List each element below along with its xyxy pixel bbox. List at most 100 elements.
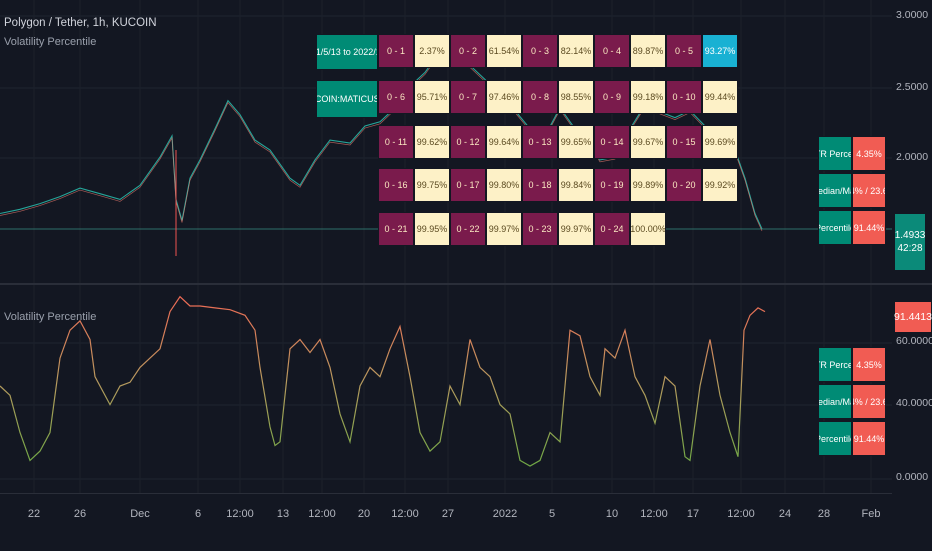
hour-range-label: 0 - 8 [522,80,558,114]
hour-range-value: 99.80% [486,168,522,202]
hour-range-value: 99.95% [414,212,450,246]
indicator-legend-bottom[interactable]: Volatility Percentile [4,311,97,323]
time-tick: 10 [605,508,619,520]
price-tick: 3.0000 [896,9,929,21]
percentile-series [0,295,766,467]
stat-value: 4.35% [852,347,886,382]
hour-range-label: 0 - 21 [378,212,414,246]
hour-range-value: 99.62% [414,125,450,159]
time-tick: Feb [861,508,881,520]
hour-range-label: 0 - 17 [450,168,486,202]
bar-countdown: 42:28 [897,243,923,254]
time-tick: 28 [817,508,831,520]
hour-range-label: 0 - 19 [594,168,630,202]
hour-range-label: 0 - 10 [666,80,702,114]
hour-range-value: 99.89% [630,168,666,202]
time-tick: 12:00 [640,508,668,520]
perc-tick: 0.0000 [896,471,929,483]
time-tick: 24 [778,508,792,520]
time-tick: 26 [73,508,87,520]
stat-value: 4.35% [852,136,886,171]
hour-range-value: 99.64% [486,125,522,159]
hour-range-value: 99.67% [630,125,666,159]
hour-range-label: 0 - 16 [378,168,414,202]
date-range-cell: 2021/5/13 to 2022/1/22 [316,34,378,70]
hour-range-value: 99.18% [630,80,666,114]
time-tick: 6 [194,508,202,520]
time-tick: 27 [441,508,455,520]
hour-range-value: 99.44% [702,80,738,114]
stat-label: Percentile [818,421,852,456]
stat-label: ATR Percent [818,136,852,171]
time-tick: 13 [276,508,290,520]
hour-range-value: 99.75% [414,168,450,202]
stat-label: Median/Max [818,384,852,419]
hour-range-label: 0 - 5 [666,34,702,68]
hour-range-value: 82.14% [558,34,594,68]
time-tick: 12:00 [308,508,336,520]
hour-range-label: 0 - 11 [378,125,414,159]
hour-range-label: 0 - 13 [522,125,558,159]
hour-range-label: 0 - 12 [450,125,486,159]
percentile-badge: 91.4413 [894,302,932,332]
time-tick: Dec [130,508,150,520]
hour-range-label: 0 - 22 [450,212,486,246]
hour-range-label: 0 - 14 [594,125,630,159]
price-tick: 2.5000 [896,81,929,93]
hour-range-label: 0 - 4 [594,34,630,68]
price-chart-pane[interactable]: Polygon / Tether, 1h, KUCOIN Volatility … [0,0,892,283]
time-tick: 22 [27,508,41,520]
hour-range-value: 98.55% [558,80,594,114]
percentile-chart [0,285,892,493]
hour-range-label: 0 - 6 [378,80,414,114]
stat-value: 91.44% [852,210,886,245]
chart-title: Polygon / Tether, 1h, KUCOIN [4,17,157,29]
percentile-pane[interactable]: Volatility Percentile ATR Percent4.35%Me… [0,285,892,493]
time-tick: 2022 [492,508,518,520]
time-tick: 12:00 [727,508,755,520]
hour-range-label: 0 - 3 [522,34,558,68]
stat-label: ATR Percent [818,347,852,382]
stat-label: Percentile [818,210,852,245]
hour-range-value: 95.71% [414,80,450,114]
current-price: 1.4933 [894,230,926,241]
hour-range-value: 97.46% [486,80,522,114]
perc-tick: 40.0000 [896,397,932,409]
time-tick: 12:00 [226,508,254,520]
hour-range-value: 61.54% [486,34,522,68]
hour-range-label: 0 - 2 [450,34,486,68]
hour-range-value: 99.65% [558,125,594,159]
hour-range-label: 0 - 9 [594,80,630,114]
current-price-badge: 1.4933 42:28 [895,214,925,270]
time-axis[interactable]: 22 26 Dec 6 12:00 13 12:00 20 12:00 27 2022 5 10 12:0… [0,493,892,551]
hour-range-value: 2.37% [414,34,450,68]
time-tick: 17 [686,508,700,520]
hour-range-value: 89.87% [630,34,666,68]
hour-range-label: 0 - 1 [378,34,414,68]
hour-range-value: 99.97% [486,212,522,246]
hour-range-label: 0 - 24 [594,212,630,246]
pane-separator[interactable] [0,283,932,285]
hour-range-value: 99.97% [558,212,594,246]
hour-range-value: 99.69% [702,125,738,159]
stat-value: 1.94% / 23.68% [852,173,886,208]
hour-range-value: 100.00% [630,212,666,246]
price-tick: 2.0000 [896,151,929,163]
stat-label: Median/Max [818,173,852,208]
perc-tick: 60.0000 [896,335,932,347]
hour-range-label: 0 - 18 [522,168,558,202]
price-axis[interactable]: 3.0000 2.5000 2.0000 [892,0,932,283]
hour-range-label: 0 - 20 [666,168,702,202]
hour-range-label: 0 - 15 [666,125,702,159]
hour-range-value: 99.92% [702,168,738,202]
hour-range-value: 99.84% [558,168,594,202]
stat-value: 1.94% / 23.68% [852,384,886,419]
indicator-legend-top[interactable]: Volatility Percentile [4,36,97,48]
hour-range-label: 0 - 7 [450,80,486,114]
stat-value: 91.44% [852,421,886,456]
time-tick: 12:00 [391,508,419,520]
time-tick: 5 [548,508,556,520]
hour-range-value: 93.27% [702,34,738,68]
hour-range-label: 0 - 23 [522,212,558,246]
percentile-axis[interactable]: 60.0000 40.0000 0.0000 [892,285,932,493]
